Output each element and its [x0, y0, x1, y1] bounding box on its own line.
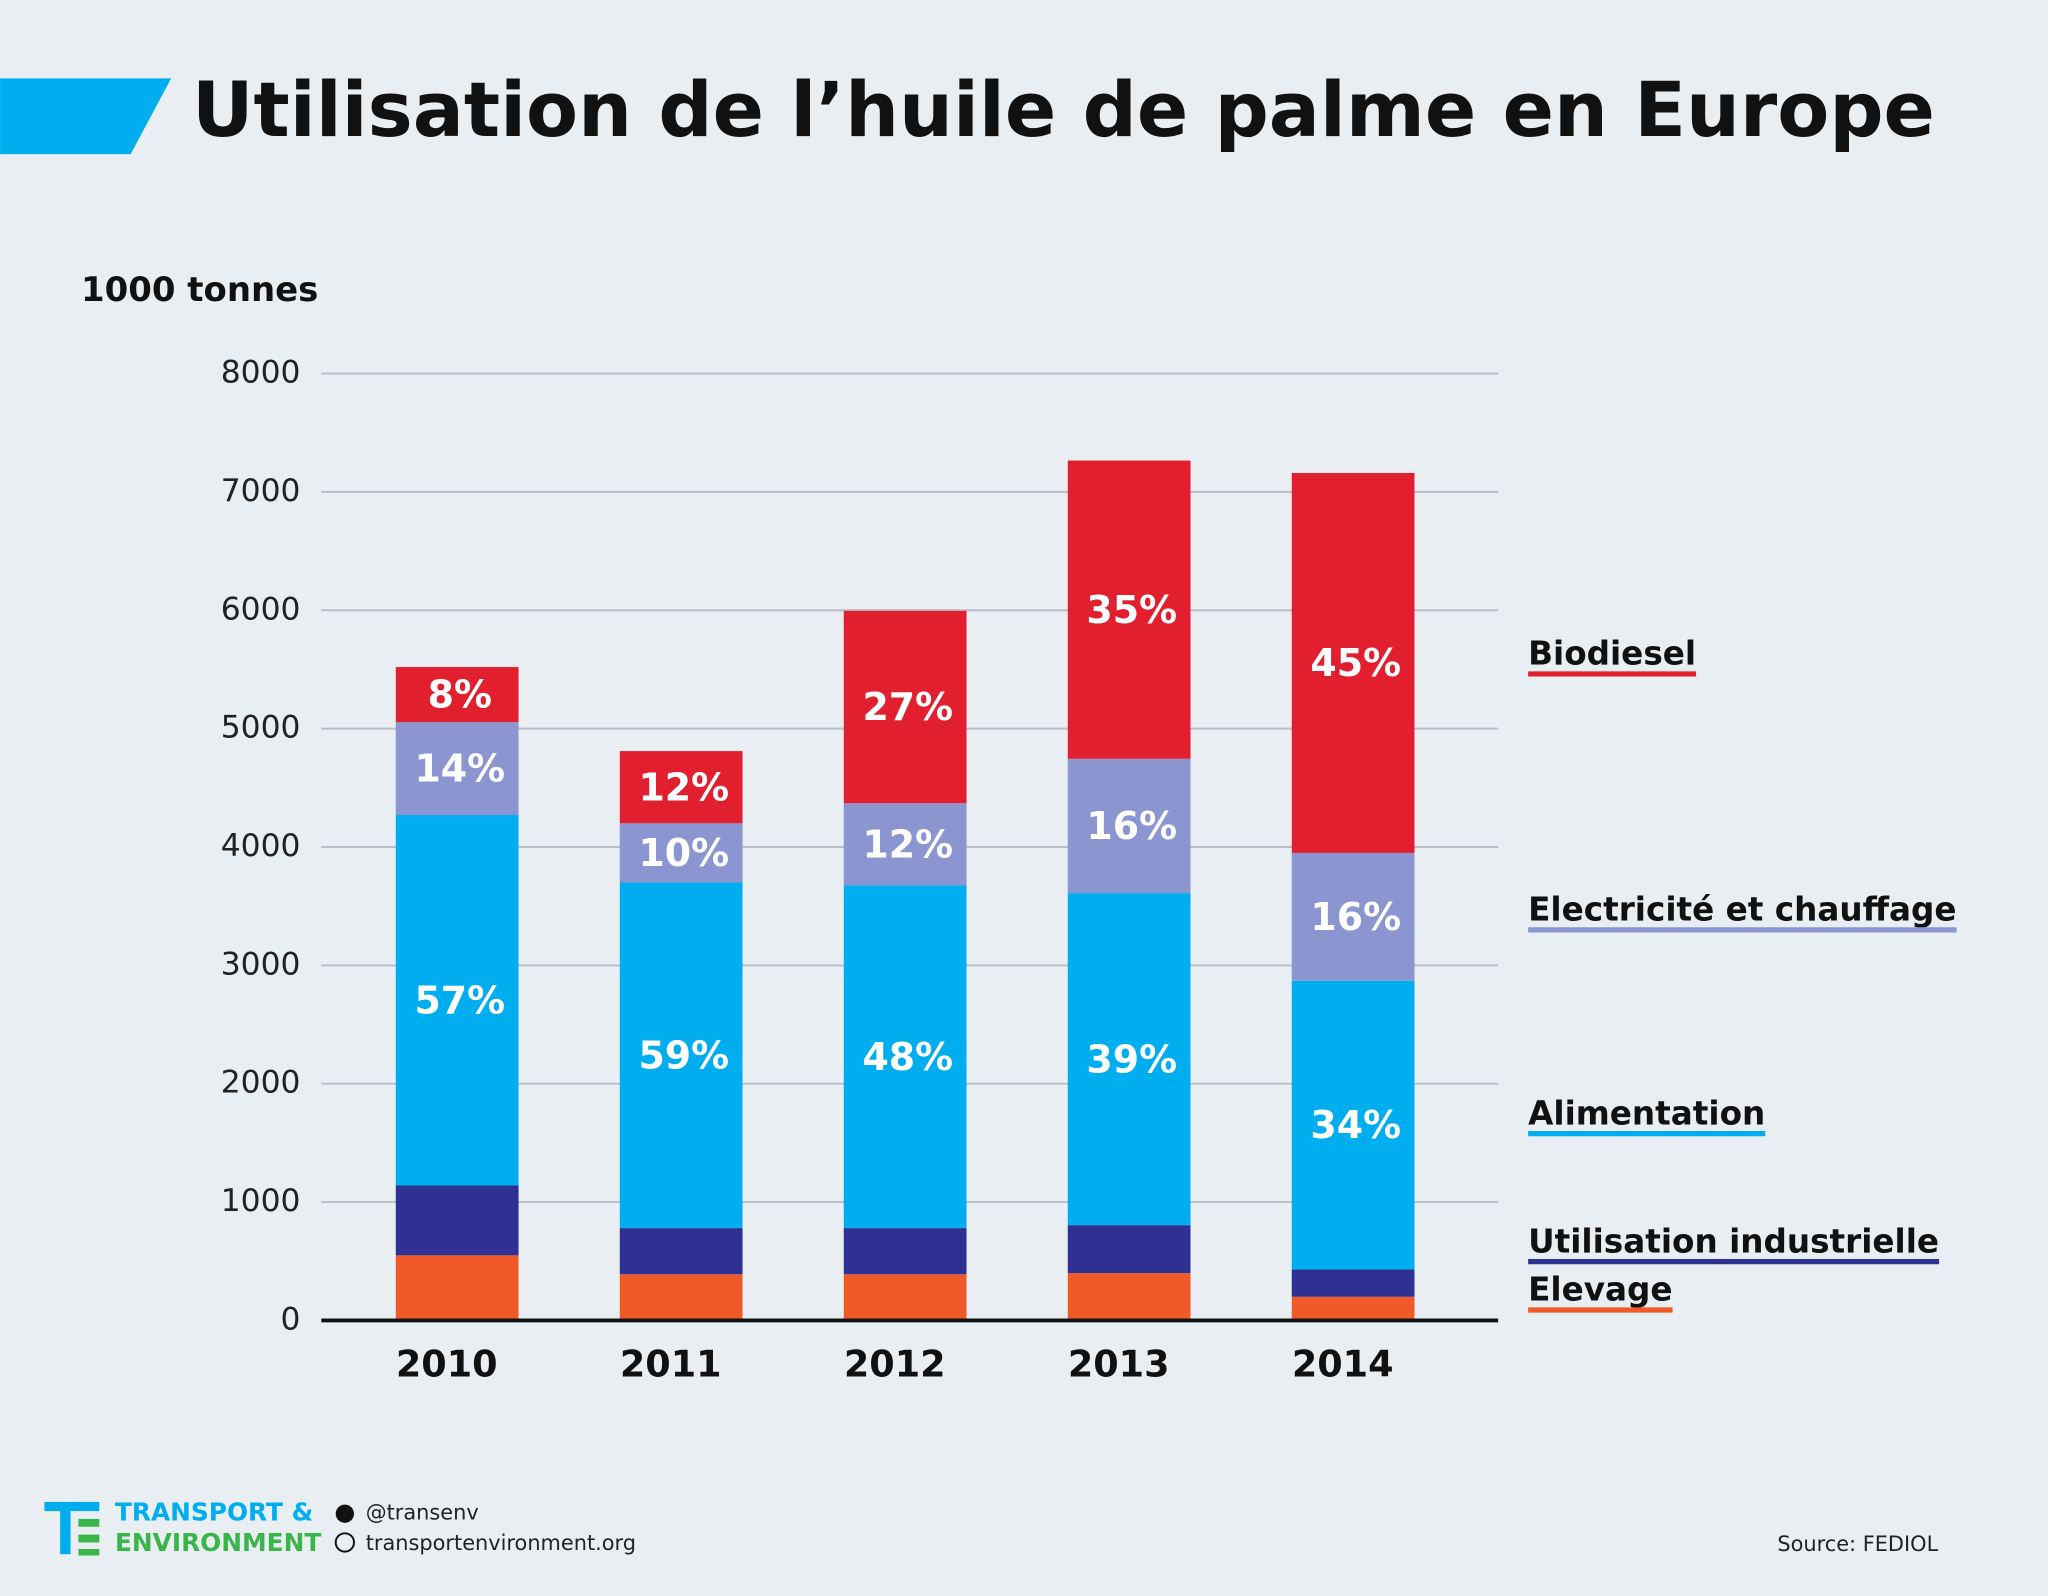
bar-segment: [395, 1185, 519, 1256]
y-tick-label: 6000: [221, 591, 301, 627]
bar-segment: [1067, 1225, 1191, 1274]
bar-segment: [619, 1228, 743, 1275]
data-label: 16%: [1086, 804, 1177, 848]
logo-mark: [60, 1501, 71, 1555]
data-label: 34%: [1310, 1103, 1401, 1147]
data-label: 59%: [638, 1033, 729, 1077]
bar-segment: [395, 667, 519, 723]
brand: ENVIRONMENT: [115, 1528, 321, 1557]
y-tick-label: 1000: [221, 1183, 301, 1219]
logo: [44, 1501, 100, 1556]
bar-segment: [619, 1274, 743, 1321]
logo-mark: [78, 1534, 100, 1543]
legend-label: Alimentation: [1528, 1094, 1765, 1132]
bar-segment: [1067, 460, 1191, 759]
data-label: 14%: [414, 747, 505, 791]
bar-segment: [1291, 1269, 1415, 1297]
bar-segment: [1067, 758, 1191, 894]
twitter-handle: @transenv: [366, 1501, 479, 1525]
y-tick-label: 7000: [221, 473, 301, 509]
chart-title: Utilisation de l’huile de palme en Europ…: [192, 66, 1935, 154]
x-tick-label: 2010: [396, 1343, 498, 1386]
bar-segment: [843, 1274, 967, 1321]
y-tick-label: 2000: [221, 1065, 301, 1101]
bar-segment: [1291, 852, 1415, 981]
x-tick-label: 2011: [620, 1343, 722, 1386]
data-label: 48%: [862, 1035, 953, 1079]
bar-segment: [1291, 980, 1415, 1270]
legend-label: Elevage: [1528, 1271, 1672, 1309]
title-accent: [0, 78, 172, 155]
legend-label: Utilisation industrielle: [1528, 1222, 1939, 1260]
y-axis-label: 1000 tonnes: [81, 270, 318, 310]
bar-segment: [843, 1228, 967, 1275]
bar-segment: [619, 882, 743, 1229]
data-label: 16%: [1310, 895, 1401, 939]
y-tick-label: 5000: [221, 710, 301, 746]
legend-label: Biodiesel: [1528, 635, 1696, 673]
logo-mark: [78, 1518, 100, 1527]
web-icon: [334, 1532, 355, 1553]
data-label: 45%: [1310, 641, 1401, 685]
y-tick-label: 3000: [221, 946, 301, 982]
data-label: 8%: [428, 673, 492, 717]
bar-segment: [1291, 472, 1415, 853]
bar-segment: [395, 815, 519, 1186]
bar-segment: [843, 885, 967, 1229]
y-tick-label: 0: [281, 1301, 301, 1337]
y-tick-label: 8000: [221, 355, 301, 391]
legend-label: Electricité et chauffage: [1528, 891, 1956, 929]
x-tick-label: 2014: [1292, 1343, 1394, 1386]
website: transportenvironment.org: [366, 1531, 636, 1555]
x-tick-label: 2013: [1068, 1343, 1170, 1386]
bar-segment: [843, 610, 967, 804]
bar-segment: [619, 751, 743, 824]
data-label: 12%: [638, 765, 729, 809]
bar-segment: [843, 803, 967, 886]
y-tick-label: 4000: [221, 828, 301, 864]
twitter-icon: [335, 1504, 354, 1523]
logo-mark: [78, 1548, 100, 1556]
bar-segment: [395, 722, 519, 816]
bar-segment: [1067, 1273, 1191, 1321]
bar-segment: [1067, 893, 1191, 1226]
logo-mark: [44, 1501, 100, 1512]
bar-segment: [395, 1255, 519, 1321]
data-label: 39%: [1086, 1037, 1177, 1081]
data-label: 27%: [862, 685, 953, 729]
data-label: 35%: [1086, 588, 1177, 632]
source: Source: FEDIOL: [1777, 1532, 1938, 1556]
data-label: 10%: [638, 831, 729, 875]
data-label: 57%: [414, 978, 505, 1022]
bar-segment: [1291, 1296, 1415, 1321]
bar-segment: [619, 823, 743, 883]
data-label: 12%: [862, 822, 953, 866]
brand: TRANSPORT &: [115, 1498, 313, 1527]
x-tick-label: 2012: [844, 1343, 946, 1386]
